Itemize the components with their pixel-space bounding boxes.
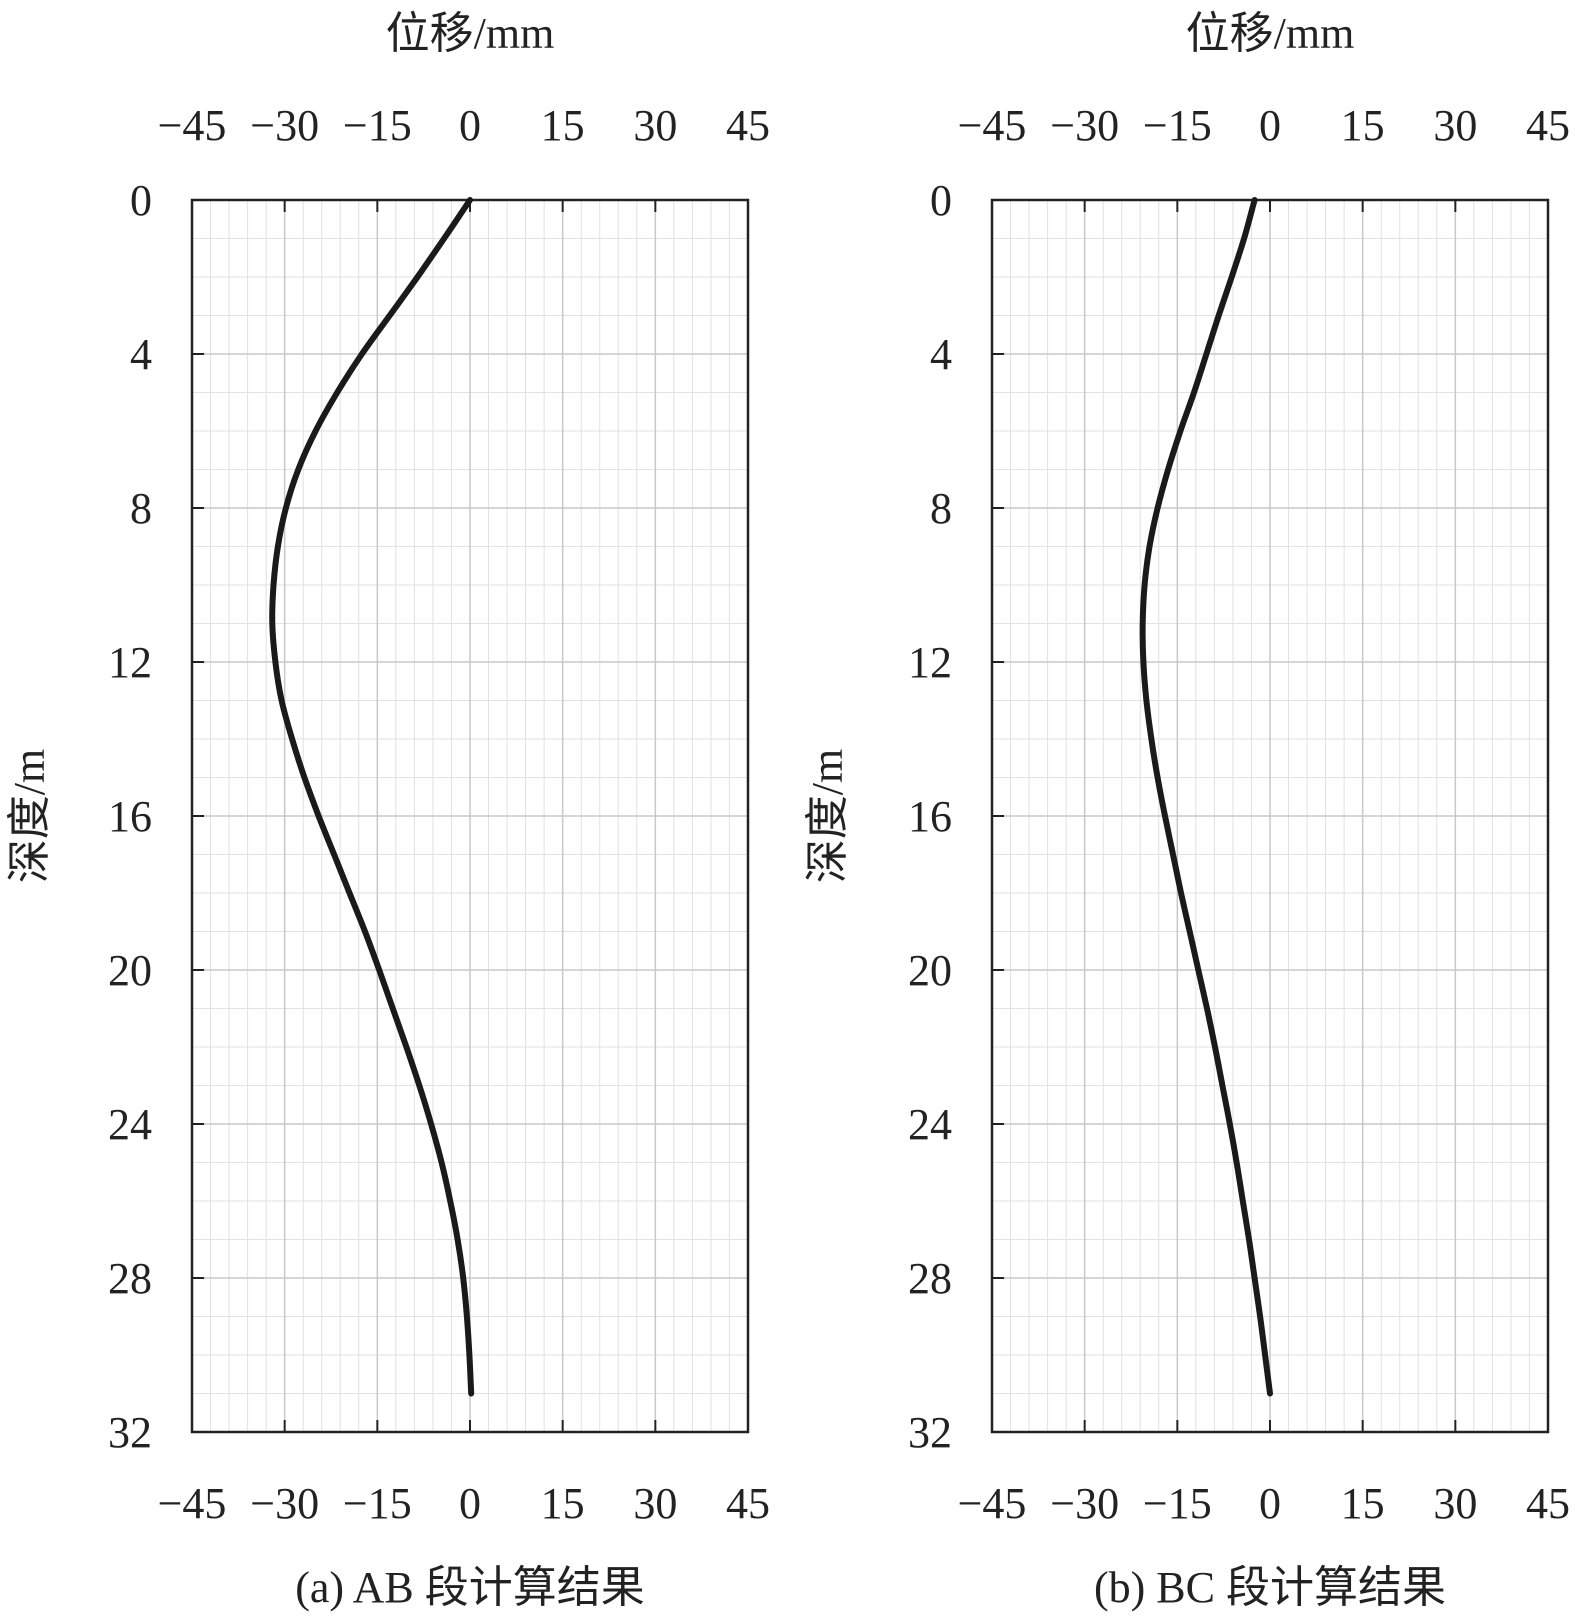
panel-bc-x-tick-label-top: 0 — [1259, 101, 1281, 150]
panel-ab-x-tick-label-top: −15 — [343, 101, 412, 150]
panel-bc-x-tick-label-bottom: 30 — [1433, 1479, 1477, 1528]
panel-ab-y-tick-label: 16 — [108, 792, 152, 841]
panel-bc-y-tick-label: 28 — [908, 1254, 952, 1303]
panel-bc-y-tick-label: 4 — [930, 330, 952, 379]
panel-bc-x-tick-label-top: −15 — [1143, 101, 1212, 150]
panel-ab-x-tick-label-bottom: −30 — [250, 1479, 319, 1528]
panel-ab-y-tick-label: 24 — [108, 1100, 152, 1149]
panel-ab-x-tick-label-bottom: −45 — [158, 1479, 227, 1528]
panel-bc-y-tick-label: 20 — [908, 946, 952, 995]
panel-ab-x-tick-label-bottom: 45 — [726, 1479, 770, 1528]
panel-ab-x-tick-label-bottom: 30 — [633, 1479, 677, 1528]
panel-ab-x-tick-label-top: 45 — [726, 101, 770, 150]
panel-ab-y-tick-label: 20 — [108, 946, 152, 995]
panel-bc-x-tick-label-bottom: −45 — [958, 1479, 1027, 1528]
panel-ab-y-tick-label: 12 — [108, 638, 152, 687]
panel-bc-x-axis-title: 位移/mm — [1186, 9, 1355, 58]
panel-ab-x-tick-label-bottom: 15 — [541, 1479, 585, 1528]
panel-ab-y-tick-label: 4 — [130, 330, 152, 379]
panel-ab-y-tick-label: 28 — [108, 1254, 152, 1303]
panel-bc: 位移/mm 深度/m (b) BC 段计算结果 −45 −45 −30 −30 −15 −… — [803, 9, 1570, 1612]
panel-ab-grid — [192, 200, 748, 1432]
panel-bc-x-tick-label-top: −30 — [1050, 101, 1119, 150]
panel-ab-y-axis-title: 深度/m — [5, 749, 54, 883]
panel-ab-y-tick-label: 8 — [130, 484, 152, 533]
panel-bc-x-tick-label-bottom: 45 — [1526, 1479, 1570, 1528]
panel-bc-y-tick-label: 0 — [930, 176, 952, 225]
panel-bc-y-tick-label: 12 — [908, 638, 952, 687]
panel-bc-grid — [992, 200, 1548, 1432]
panel-bc-y-tick-label: 16 — [908, 792, 952, 841]
panel-ab-x-tick-label-bottom: 0 — [459, 1479, 481, 1528]
panel-bc-x-tick-label-top: 45 — [1526, 101, 1570, 150]
panel-bc-x-tick-label-top: 30 — [1433, 101, 1477, 150]
panel-bc-y-tick-label: 8 — [930, 484, 952, 533]
panel-bc-x-tick-label-top: 15 — [1341, 101, 1385, 150]
panel-ab-x-tick-label-top: 30 — [633, 101, 677, 150]
panel-ab-x-axis-title: 位移/mm — [386, 9, 555, 58]
panel-ab-x-tick-label-bottom: −15 — [343, 1479, 412, 1528]
panel-ab-x-tick-label-top: −45 — [158, 101, 227, 150]
panel-bc-x-tick-label-bottom: 0 — [1259, 1479, 1281, 1528]
panel-ab-x-tick-label-top: 0 — [459, 101, 481, 150]
panel-ab-series-line-0 — [269, 197, 475, 1397]
panel-bc-y-axis-title: 深度/m — [803, 749, 852, 883]
panel-bc-x-tick-label-bottom: −15 — [1143, 1479, 1212, 1528]
panel-ab-x-tick-label-top: −30 — [250, 101, 319, 150]
panel-ab-y-tick-label: 0 — [130, 176, 152, 225]
panel-bc-series-line-0 — [1139, 197, 1273, 1397]
panel-bc-y-tick-label: 32 — [908, 1408, 952, 1457]
panel-ab-caption: (a) AB 段计算结果 — [295, 1563, 645, 1612]
panel-ab-y-tick-label: 32 — [108, 1408, 152, 1457]
panel-bc-x-tick-label-bottom: −30 — [1050, 1479, 1119, 1528]
panel-bc-caption: (b) BC 段计算结果 — [1094, 1563, 1446, 1612]
panel-bc-x-tick-label-top: −45 — [958, 101, 1027, 150]
panel-ab-x-tick-label-top: 15 — [541, 101, 585, 150]
panel-bc-x-tick-label-bottom: 15 — [1341, 1479, 1385, 1528]
panel-ab: 位移/mm 深度/m (a) AB 段计算结果 −45 −45 −30 −30 −15 −… — [5, 9, 770, 1612]
panel-bc-y-tick-label: 24 — [908, 1100, 952, 1149]
